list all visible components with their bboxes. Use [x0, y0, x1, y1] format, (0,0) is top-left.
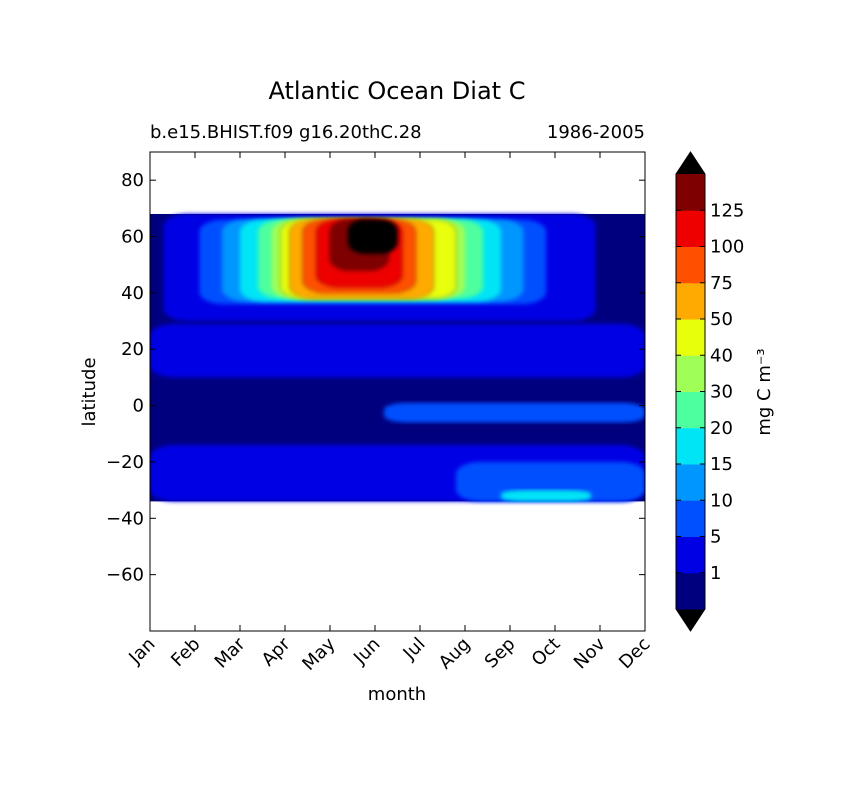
- x-axis-label: month: [368, 684, 426, 705]
- y-tick-label: 40: [121, 283, 144, 304]
- x-tick-label: Feb: [167, 634, 204, 671]
- x-tick-label: Apr: [258, 633, 295, 670]
- colorbar-tick-label: 125: [710, 200, 744, 221]
- y-tick-label: −40: [106, 508, 144, 529]
- y-tick-label: 60: [121, 227, 144, 248]
- colorbar-outline: [675, 151, 706, 632]
- contour-region-level-12: [347, 219, 398, 254]
- colorbar-swatch: [676, 355, 705, 392]
- colorbar-tick-label: 30: [710, 382, 733, 403]
- colorbar-tick-label: 20: [710, 418, 733, 439]
- y-tick-label: −60: [106, 565, 144, 586]
- colorbar-extend-min: [676, 609, 705, 631]
- contour-field: [150, 213, 645, 502]
- x-tick-label: Oct: [528, 634, 565, 671]
- colorbar-swatch: [676, 464, 705, 501]
- colorbar-swatch: [676, 246, 705, 284]
- colorbar-swatch: [676, 500, 705, 537]
- x-tick-label: Dec: [615, 634, 654, 673]
- colorbar-tick-label: 100: [710, 237, 744, 258]
- y-tick-label: 80: [121, 170, 144, 191]
- x-tick-label: Jun: [349, 634, 384, 669]
- x-tick-label: Mar: [211, 633, 250, 672]
- colorbar-label: mg C m⁻³: [754, 348, 775, 435]
- y-tick-label: −20: [106, 452, 144, 473]
- colorbar-tick-label: 75: [710, 273, 733, 294]
- colorbar-tick-label: 50: [710, 309, 733, 330]
- x-tick-label: Nov: [570, 633, 610, 673]
- contour-region-level-2: [384, 402, 645, 423]
- colorbar-swatch: [676, 427, 705, 465]
- x-tick-label: Jul: [399, 634, 430, 665]
- colorbar-tick-label: 15: [710, 454, 733, 475]
- chart-subtitle-left: b.e15.BHIST.f09 g16.20thC.28: [150, 122, 422, 143]
- colorbar-tick-label: 1: [710, 563, 721, 584]
- plot-frame: [149, 151, 646, 632]
- colorbar-swatch: [676, 319, 705, 356]
- colorbar-swatch: [676, 174, 705, 211]
- y-axis-ticks: 80 60 40 20 0 −20 −40 −60: [106, 170, 645, 586]
- colorbar-swatch: [676, 282, 705, 320]
- x-tick-label: Sep: [481, 634, 520, 673]
- colorbar-tick-label: 10: [710, 490, 733, 511]
- plot-area: 80 60 40 20 0 −20 −40 −60 Jan Feb Mar Apr May Jun Jul…: [106, 151, 655, 675]
- colorbar-extend-max: [676, 152, 705, 174]
- contour-region-level-1: [150, 323, 645, 378]
- colorbar-tick-label: 40: [710, 345, 733, 366]
- x-tick-label: May: [298, 633, 339, 674]
- y-tick-label: 20: [121, 339, 144, 360]
- colorbar-swatch: [676, 536, 705, 574]
- x-tick-label: Aug: [435, 634, 475, 674]
- x-tick-label: Jan: [124, 634, 159, 669]
- chart-subtitle-right: 1986-2005: [547, 122, 645, 143]
- colorbar-swatch: [676, 572, 705, 610]
- y-tick-label: 0: [133, 396, 144, 417]
- contour-region-level-2: [456, 461, 645, 502]
- colorbar-tick-label: 5: [710, 527, 721, 548]
- colorbar-swatch: [676, 210, 705, 247]
- colorbar-swatch: [676, 391, 705, 429]
- contour-region-level-4: [501, 490, 591, 502]
- chart-title: Atlantic Ocean Diat C: [269, 77, 526, 105]
- y-axis-label: latitude: [79, 357, 100, 426]
